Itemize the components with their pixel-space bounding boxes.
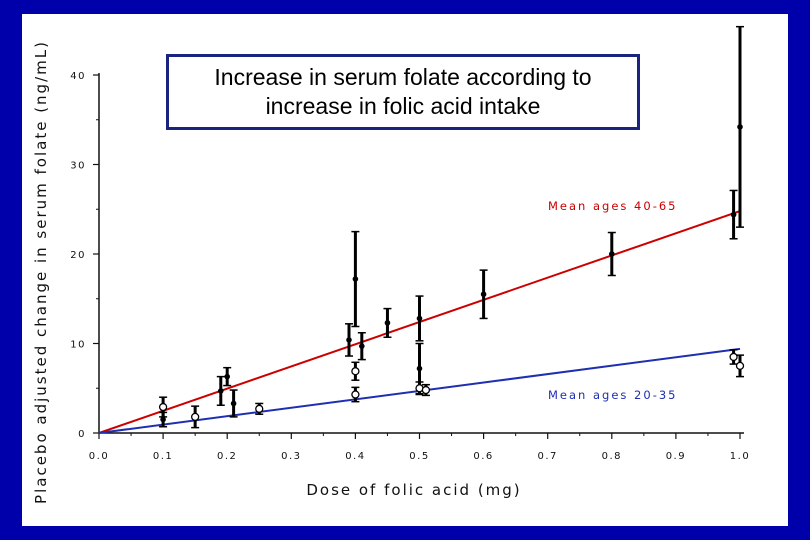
filled-circle-marker — [609, 251, 615, 257]
chart-title: Increase in serum folate according to in… — [166, 54, 640, 130]
x-tick-label: 0.1 — [153, 451, 173, 462]
open-circle-marker — [351, 367, 360, 376]
labels: Dose of folic acid (mg) Placebo adjusted… — [32, 40, 677, 504]
filled-circle-marker — [160, 416, 166, 423]
data-point — [415, 381, 424, 396]
open-circle-marker — [421, 385, 431, 395]
data-point — [357, 332, 366, 361]
data-point — [421, 383, 431, 397]
x-tick-label: 0.8 — [602, 451, 622, 462]
open-circle-marker — [255, 404, 264, 413]
open-circle-marker — [158, 402, 168, 412]
filled-circle-marker — [230, 400, 237, 407]
filled-circle-marker — [352, 276, 359, 282]
data-point — [229, 389, 238, 418]
x-tick-label: 0.4 — [345, 451, 365, 462]
x-tick-label: 0.0 — [89, 451, 109, 462]
data-point — [223, 366, 232, 387]
series-label-ages-40-65: Mean ages 40-65 — [548, 199, 677, 213]
x-tick-label: 0.5 — [409, 451, 429, 462]
open-circle-marker — [190, 412, 200, 422]
data-point — [383, 307, 392, 338]
filled-circle-marker — [224, 373, 230, 380]
data-point — [158, 396, 168, 418]
data-point — [415, 295, 424, 342]
data-point — [479, 269, 488, 320]
filled-circle-marker — [416, 315, 423, 322]
data-point — [607, 231, 616, 277]
data-point — [159, 411, 168, 428]
filled-circle-marker — [416, 365, 423, 372]
data-point — [729, 189, 738, 240]
series-label-ages-20-35: Mean ages 20-35 — [548, 388, 677, 402]
x-tick-label: 0.3 — [281, 451, 301, 462]
filled-circle-marker — [730, 211, 737, 218]
data-point — [255, 402, 264, 415]
filled-circle-marker — [384, 320, 391, 326]
data-point — [190, 405, 200, 429]
y-tick-label: 10 — [70, 340, 86, 351]
y-tick-label: 30 — [70, 161, 86, 172]
filled-circle-marker — [346, 337, 352, 343]
data-point — [344, 323, 353, 357]
x-axis-label: Dose of folic acid (mg) — [306, 481, 521, 499]
data-point — [351, 230, 360, 328]
open-circle-marker — [729, 352, 738, 362]
filled-circle-marker — [480, 291, 487, 298]
x-tick-label: 0.2 — [217, 451, 237, 462]
y-axis-label: Placebo adjusted change in serum folate … — [32, 40, 50, 504]
data-marks — [158, 25, 745, 429]
x-tick-label: 0.6 — [473, 451, 493, 462]
x-tick-label: 1.0 — [730, 451, 750, 462]
y-tick-label: 20 — [70, 250, 86, 261]
filled-circle-marker — [737, 124, 743, 130]
open-circle-marker — [351, 390, 360, 399]
data-point — [351, 386, 360, 403]
y-tick-label: 40 — [70, 71, 86, 82]
filled-circle-marker — [359, 343, 365, 349]
open-circle-marker — [735, 361, 745, 371]
data-point — [729, 349, 738, 365]
filled-circle-marker — [217, 388, 224, 394]
data-point — [735, 354, 745, 378]
data-point — [351, 361, 360, 381]
axes: 0.0 0.1 0.2 0.3 0.4 0.5 0.6 0.7 0.8 0.9 1.0 0 10 20 30… — [70, 71, 750, 462]
y-tick-label: 0 — [78, 429, 86, 440]
x-tick-label: 0.9 — [666, 451, 686, 462]
x-tick-label: 0.7 — [537, 451, 557, 462]
data-point — [736, 25, 744, 228]
data-point — [216, 375, 225, 407]
